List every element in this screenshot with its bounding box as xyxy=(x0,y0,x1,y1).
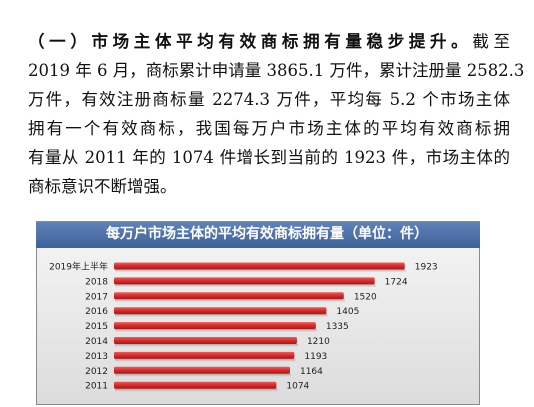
bar-shadow xyxy=(115,373,291,377)
value-label: 1923 xyxy=(415,263,438,273)
bar-shadow xyxy=(115,329,317,333)
bar xyxy=(114,381,277,389)
bar xyxy=(114,277,375,285)
bar-shadow xyxy=(115,344,298,347)
bar-shadow xyxy=(115,388,278,392)
category-label: 2015 xyxy=(85,322,108,332)
bar xyxy=(114,351,295,359)
bar-shadow xyxy=(115,358,296,362)
bar-shadow xyxy=(115,284,376,288)
category-label: 2017 xyxy=(85,292,108,302)
paragraph-line-1-rest: 截至 xyxy=(472,32,511,51)
value-label: 1405 xyxy=(336,307,359,317)
chart-title-band xyxy=(36,222,480,248)
category-label: 2014 xyxy=(85,337,108,347)
paragraph-line-2: 2019 年 6 月，商标累计申请量 3865.1 万件，累计注册量 2582.… xyxy=(28,61,525,80)
category-label: 2016 xyxy=(85,307,108,317)
bar xyxy=(114,366,290,374)
category-label: 2019年上半年 xyxy=(49,261,108,273)
chart-title: 每万户市场主体的平均有效商标拥有量（单位：件） xyxy=(106,226,428,242)
bar-shadow xyxy=(115,269,406,273)
bar xyxy=(114,307,327,315)
value-label: 1335 xyxy=(326,322,349,332)
value-label: 1520 xyxy=(354,292,377,302)
category-label: 2012 xyxy=(85,367,108,377)
bar xyxy=(114,292,344,300)
value-label: 1210 xyxy=(307,337,330,347)
category-label: 2013 xyxy=(85,352,108,362)
paragraph-line-5: 有量从 2011 年的 1074 件增长到当前的 1923 件，市场主体的 xyxy=(28,148,510,167)
paragraph-line-4: 拥有一个有效商标，我国每万户市场主体的平均有效商标拥 xyxy=(28,119,510,138)
section-heading: （一）市场主体平均有效商标拥有量稳步提升。 xyxy=(28,32,473,51)
category-label: 2011 xyxy=(85,382,108,392)
paragraph-line-1: （一）市场主体平均有效商标拥有量稳步提升。截至 xyxy=(28,30,510,54)
value-label: 1164 xyxy=(300,367,323,377)
value-label: 1193 xyxy=(304,352,327,362)
bar-shadow xyxy=(115,314,328,318)
paragraph-line-6: 商标意识不断增强。 xyxy=(28,177,177,196)
bar xyxy=(114,322,316,330)
paragraph-line-3: 万件，有效注册商标量 2274.3 万件，平均每 5.2 个市场主体 xyxy=(28,90,510,109)
bar xyxy=(114,262,405,270)
value-label: 1724 xyxy=(385,277,408,287)
bar xyxy=(114,337,297,344)
category-label: 2018 xyxy=(85,277,108,287)
bar-shadow xyxy=(115,299,345,303)
value-label: 1074 xyxy=(286,382,309,392)
